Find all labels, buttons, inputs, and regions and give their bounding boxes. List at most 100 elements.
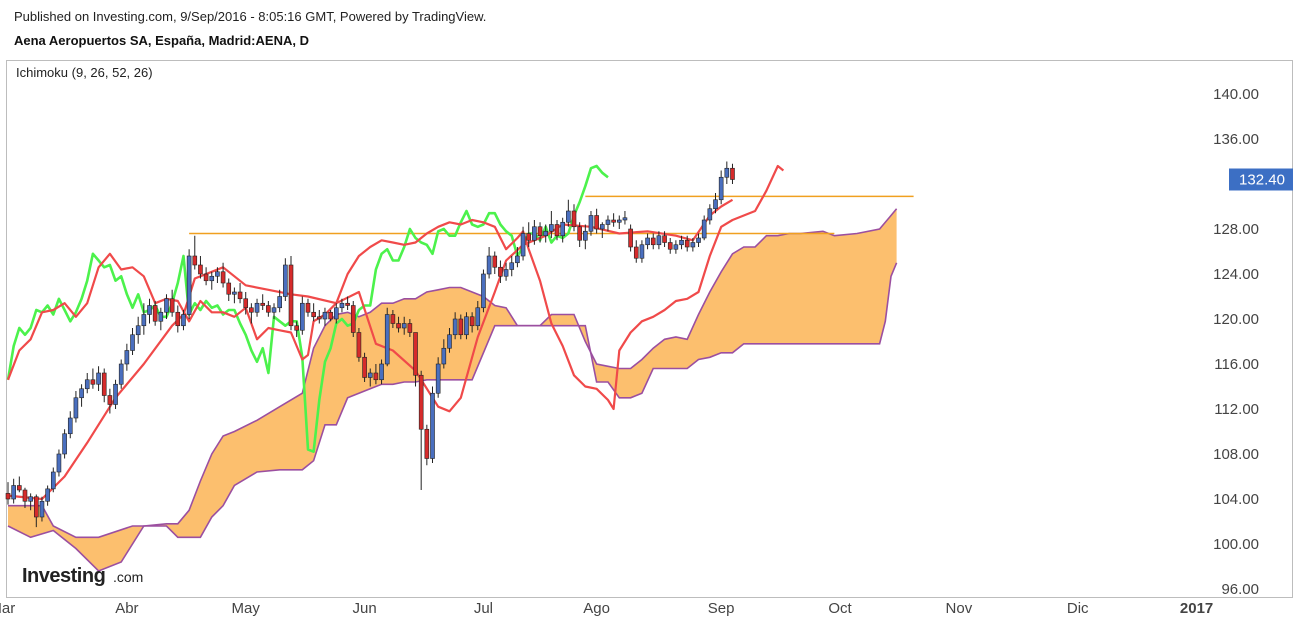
candle	[373, 364, 379, 385]
candle	[639, 240, 645, 263]
candle	[311, 303, 316, 322]
candle-body	[401, 323, 407, 329]
candle	[294, 321, 299, 337]
indicator-label: Ichimoku (9, 26, 52, 26)	[16, 65, 153, 80]
candle-body	[220, 271, 226, 284]
candle	[543, 224, 549, 243]
candle	[599, 222, 605, 238]
y-tick-label: 108.00	[1213, 446, 1259, 463]
candle-body	[169, 298, 175, 313]
candle	[537, 222, 543, 243]
candle	[56, 449, 62, 477]
candle-body	[656, 235, 662, 246]
candle-body	[611, 219, 616, 223]
candle-body	[583, 230, 588, 241]
investing-logo: Investing .com	[22, 565, 143, 587]
x-tick-label: Dic	[1067, 600, 1089, 617]
candle	[498, 260, 503, 283]
candle	[430, 386, 435, 463]
candle-body	[283, 264, 288, 297]
candle	[560, 217, 565, 243]
candle-body	[209, 275, 215, 282]
candle	[396, 316, 401, 333]
candle-body	[498, 266, 503, 277]
candle-body	[192, 255, 198, 266]
candle	[356, 328, 362, 362]
candle	[486, 247, 492, 279]
horizontal-lines	[189, 195, 914, 235]
published-line: Published on Investing.com, 9/Sep/2016 -…	[14, 9, 487, 24]
candle	[322, 307, 328, 326]
candle	[475, 301, 481, 331]
candle-body	[599, 224, 605, 230]
candle	[203, 267, 209, 286]
candle-body	[62, 433, 67, 455]
candle-body	[175, 311, 181, 327]
candle-body	[447, 334, 452, 349]
candle-body	[11, 485, 16, 500]
candle-body	[300, 302, 305, 331]
candle-body	[356, 332, 362, 358]
candle-body	[152, 305, 158, 322]
candle-body	[158, 311, 164, 322]
candle	[345, 296, 350, 310]
candle-body	[203, 273, 209, 282]
candle	[566, 199, 571, 227]
candle-body	[130, 334, 135, 351]
candle	[316, 310, 322, 324]
candle	[254, 298, 260, 317]
candle	[22, 487, 28, 508]
candle	[515, 247, 520, 268]
x-tick-label: Jun	[352, 600, 376, 617]
tenkan-sen-line	[7, 198, 734, 501]
candle-body	[520, 233, 526, 257]
candle	[5, 482, 11, 505]
candle-body	[418, 374, 424, 430]
candle	[141, 303, 147, 335]
candle	[339, 298, 345, 313]
candle	[84, 373, 90, 394]
candle-body	[33, 496, 39, 518]
candle-body	[690, 242, 696, 248]
candle	[209, 271, 215, 290]
candle	[520, 226, 526, 261]
candle-body	[266, 305, 271, 313]
candle-body	[215, 271, 220, 277]
candle	[107, 388, 113, 414]
candle-body	[141, 314, 147, 327]
price-tag-value: 132.40	[1239, 172, 1285, 189]
candle	[362, 352, 367, 382]
candle	[147, 298, 152, 324]
candle	[101, 368, 107, 403]
candle	[384, 307, 390, 367]
x-tick-label: Abr	[115, 600, 138, 617]
candle	[707, 204, 713, 225]
candle	[458, 314, 464, 340]
candle	[333, 303, 339, 324]
candle-body	[481, 273, 486, 309]
candle-body	[441, 347, 447, 365]
candle	[435, 357, 441, 398]
candle-body	[73, 397, 79, 419]
candle-body	[509, 262, 515, 270]
y-tick-label: 136.00	[1213, 131, 1259, 148]
logo-brand: Investing	[22, 565, 105, 587]
candle-body	[639, 244, 645, 259]
candle	[113, 379, 118, 409]
candle-body	[667, 242, 673, 250]
candle	[452, 312, 458, 340]
candles	[5, 161, 735, 528]
candle-body	[226, 282, 232, 295]
candle	[588, 211, 594, 236]
kijun-sen-line	[6, 164, 785, 411]
candle-body	[345, 302, 350, 306]
candle	[249, 303, 254, 324]
candle-body	[469, 316, 475, 327]
candle	[424, 424, 430, 466]
candle-body	[79, 388, 84, 399]
candle	[447, 328, 452, 353]
candle	[232, 287, 237, 304]
candle	[28, 493, 33, 511]
candle-body	[532, 226, 537, 241]
